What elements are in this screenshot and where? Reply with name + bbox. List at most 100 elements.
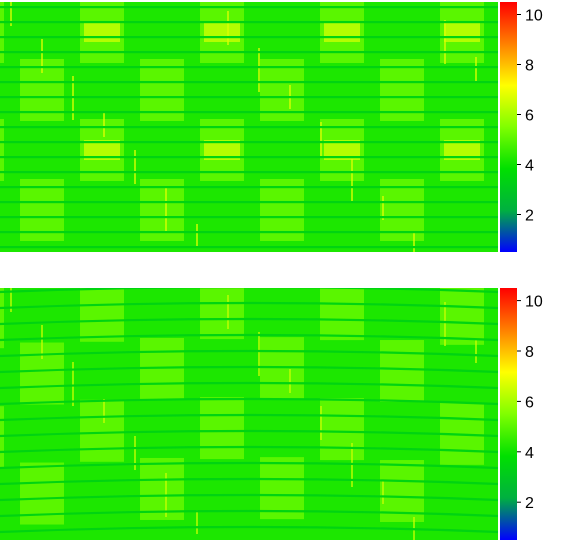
heatmap-panel-top: 2 4 6 8 10 <box>0 0 563 252</box>
heatmap-seam-horizontal <box>0 413 498 422</box>
heatmap-seam-vertical <box>382 196 384 220</box>
colorbar-tick-label: 6 <box>525 108 534 125</box>
heatmap-overlap-spot <box>204 140 240 160</box>
heatmap-seam-vertical <box>10 2 12 26</box>
heatmap-block <box>140 59 184 121</box>
heatmap-seam-vertical <box>351 159 353 203</box>
heatmap-seam-vertical <box>227 11 229 45</box>
heatmap-seam-vertical <box>41 39 43 73</box>
heatmap-field <box>0 2 498 252</box>
heatmap-overlap-spot <box>444 140 480 160</box>
heatmap-seam-vertical <box>382 480 384 504</box>
heatmap-block <box>380 179 424 241</box>
heatmap-seam-horizontal <box>0 231 498 234</box>
colorbar-tick-label: 4 <box>525 158 534 175</box>
heatmap-seam-horizontal <box>0 216 498 219</box>
heatmap-seam-vertical <box>289 369 291 393</box>
heatmap-block <box>260 59 304 121</box>
heatmap-overlap-spot <box>324 22 360 42</box>
heatmap-seam-horizontal <box>0 126 498 129</box>
heatmap-seam-vertical <box>196 224 198 248</box>
heatmap-seam-vertical <box>196 510 198 534</box>
heatmap-seam-vertical <box>165 187 167 231</box>
colorbar-tick-label: 10 <box>525 294 543 311</box>
heatmap-chart-top: 2 4 6 8 10 <box>0 2 543 252</box>
heatmap-seam-vertical <box>134 436 136 470</box>
colorbar-tick-label: 2 <box>525 495 534 512</box>
heatmap-block <box>140 179 184 241</box>
heatmap-seam-horizontal <box>0 397 498 406</box>
heatmap-chart-bottom: 2 4 6 8 10 <box>0 288 543 540</box>
heatmap-seam-vertical <box>41 325 43 359</box>
heatmap-seam-horizontal <box>0 509 498 518</box>
heatmap-seam-horizontal <box>0 201 498 204</box>
heatmap-seam-horizontal <box>0 96 498 99</box>
heatmap-seam-horizontal <box>0 186 498 189</box>
heatmap-seam-vertical <box>103 113 105 137</box>
heatmap-seam-horizontal <box>0 141 498 144</box>
heatmap-seam-horizontal <box>0 477 498 486</box>
heatmap-seam-vertical <box>72 362 74 406</box>
heatmap-seam-vertical <box>258 48 260 92</box>
heatmap-overlap-spot <box>84 22 120 42</box>
heatmap-seam-horizontal <box>0 301 498 310</box>
colorbar-tick-label: 10 <box>525 8 543 25</box>
heatmap-seam-horizontal <box>0 349 498 358</box>
heatmap-seam-vertical <box>320 406 322 440</box>
heatmap-block <box>20 179 64 241</box>
heatmap-seam-vertical <box>351 443 353 487</box>
heatmap-block <box>0 406 4 469</box>
colorbar-tick-label: 8 <box>525 58 534 75</box>
heatmap-block <box>440 288 484 345</box>
heatmap-block <box>0 2 4 63</box>
heatmap-seam-horizontal <box>0 525 498 534</box>
heatmap-seam-vertical <box>10 288 12 312</box>
colorbar-tick-label: 4 <box>525 445 534 462</box>
heatmap-block <box>200 397 244 460</box>
heatmap-overlap-spot <box>204 22 240 42</box>
heatmap-seam-horizontal <box>0 333 498 342</box>
heatmap-seam-vertical <box>444 302 446 346</box>
heatmap-seam-horizontal <box>0 317 498 326</box>
heatmap-seam-vertical <box>475 339 477 363</box>
heatmap-seam-vertical <box>103 399 105 423</box>
heatmap-overlap-spot <box>324 140 360 160</box>
heatmap-seam-horizontal <box>0 461 498 470</box>
heatmap-block <box>0 288 4 349</box>
heatmap-seam-horizontal <box>0 365 498 374</box>
heatmap-block <box>140 337 184 400</box>
heatmap-seam-vertical <box>320 122 322 156</box>
heatmap-block <box>320 288 364 341</box>
heatmap-block <box>0 119 4 181</box>
heatmap-block <box>140 457 184 520</box>
heatmap-seam-horizontal <box>0 66 498 69</box>
heatmap-seam-vertical <box>444 20 446 64</box>
heatmap-overlap-spot <box>444 22 480 42</box>
colorbar-tick-label: 2 <box>525 208 534 225</box>
heatmap-seam-vertical <box>475 57 477 81</box>
heatmap-seam-horizontal <box>0 36 498 39</box>
heatmap-seam-vertical <box>413 233 415 252</box>
colorbar <box>500 288 517 540</box>
heatmap-block <box>80 288 124 342</box>
heatmap-seam-horizontal <box>0 493 498 502</box>
colorbar <box>500 2 517 252</box>
heatmap-seam-horizontal <box>0 156 498 159</box>
heatmap-block <box>260 457 304 520</box>
heatmap-block <box>380 59 424 121</box>
heatmap-seam-horizontal <box>0 21 498 24</box>
heatmap-block <box>260 179 304 241</box>
heatmap-panel-bottom: 2 4 6 8 10 <box>0 286 563 540</box>
heatmap-block <box>80 399 124 462</box>
heatmap-seam-horizontal <box>0 111 498 114</box>
heatmap-seam-vertical <box>134 150 136 184</box>
heatmap-seam-horizontal <box>0 51 498 54</box>
heatmap-seam-horizontal <box>0 445 498 454</box>
heatmap-block <box>380 340 424 403</box>
colorbar-tick-label: 8 <box>525 344 534 361</box>
heatmap-block <box>320 398 364 461</box>
heatmap-overlap-spot <box>84 140 120 160</box>
heatmap-seam-horizontal <box>0 171 498 174</box>
heatmap-seam-horizontal <box>0 429 498 438</box>
heatmap-seam-vertical <box>258 332 260 376</box>
